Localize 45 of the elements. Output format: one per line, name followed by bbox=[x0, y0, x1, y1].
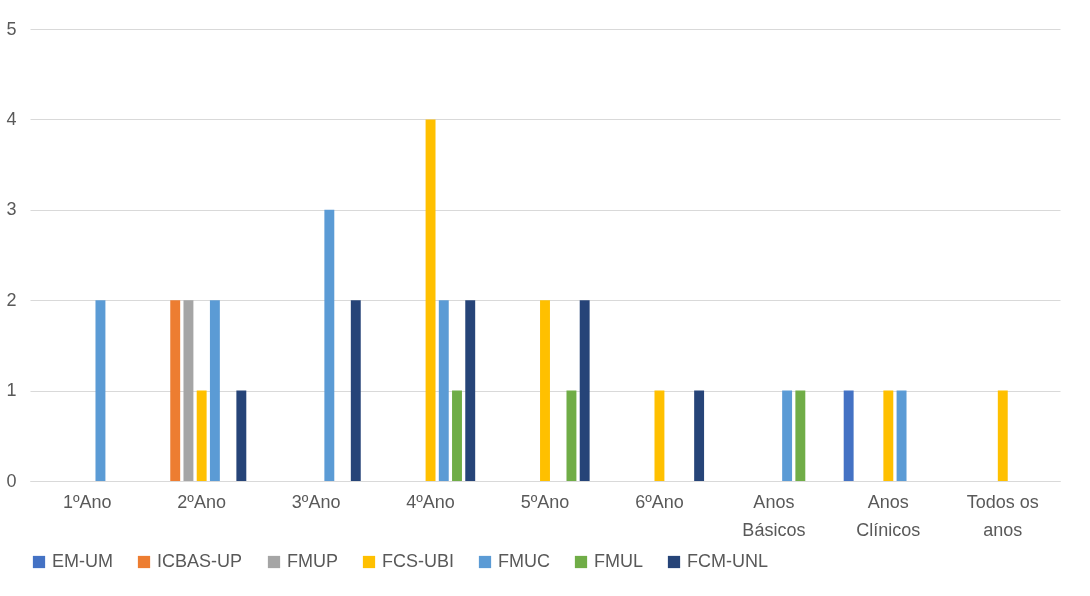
bar bbox=[843, 390, 854, 481]
legend-label: EM-UM bbox=[52, 551, 113, 571]
bar bbox=[183, 300, 194, 481]
bar bbox=[324, 209, 335, 481]
bar bbox=[209, 300, 220, 481]
bar bbox=[425, 119, 436, 481]
bar bbox=[896, 390, 907, 481]
bar bbox=[579, 300, 590, 481]
bar bbox=[654, 390, 665, 481]
y-tick-label: 3 bbox=[6, 199, 17, 220]
bar bbox=[95, 300, 106, 481]
legend-label: FMUC bbox=[498, 551, 550, 571]
bar bbox=[452, 390, 462, 481]
bar bbox=[883, 390, 894, 481]
y-tick-label: 4 bbox=[6, 108, 17, 129]
y-tick-label: 5 bbox=[6, 18, 17, 39]
x-tick-label: Anos Clínicos bbox=[856, 491, 921, 540]
bar bbox=[465, 300, 476, 481]
x-tick-label: 1ºAno bbox=[62, 491, 112, 512]
bar bbox=[350, 300, 361, 481]
bar bbox=[236, 390, 247, 481]
bar bbox=[540, 300, 550, 481]
bar bbox=[438, 300, 449, 481]
bar bbox=[694, 390, 705, 481]
x-tick-label: 2ºAno bbox=[177, 491, 226, 512]
x-tick-label: 4ºAno bbox=[406, 491, 455, 512]
y-tick-label: 2 bbox=[6, 289, 17, 310]
y-tick-label: 0 bbox=[6, 470, 17, 491]
legend-label: FMUL bbox=[594, 551, 643, 571]
y-tick-label: 1 bbox=[6, 380, 17, 401]
bar bbox=[795, 390, 806, 481]
bar bbox=[196, 390, 207, 481]
x-tick-label: Anos Básicos bbox=[742, 491, 806, 540]
x-tick-label: Todos os anos bbox=[966, 491, 1039, 540]
legend-label: ICBAS-UP bbox=[157, 551, 243, 571]
legend-label: FMUP bbox=[287, 551, 338, 571]
legend-label: FCS-UBI bbox=[382, 551, 454, 571]
bar bbox=[997, 390, 1008, 481]
bar bbox=[782, 390, 793, 481]
x-tick-label: 5ºAno bbox=[520, 491, 570, 512]
bar bbox=[566, 390, 577, 481]
x-tick-label: 3ºAno bbox=[291, 491, 341, 512]
bar bbox=[170, 300, 181, 481]
x-tick-label: 6ºAno bbox=[635, 491, 684, 512]
legend-label: FCM-UNL bbox=[687, 551, 768, 571]
